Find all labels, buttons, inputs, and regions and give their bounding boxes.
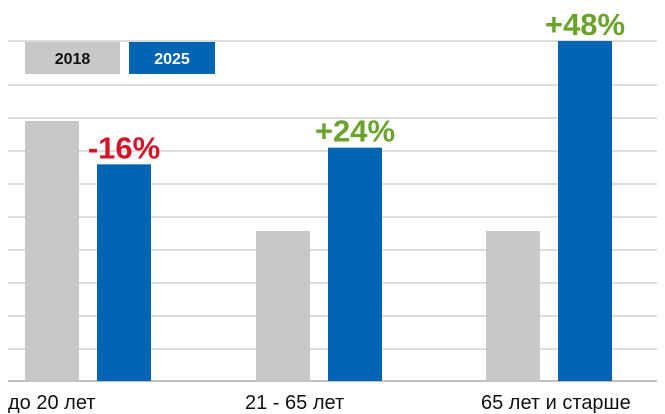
legend-label-2018: 2018: [55, 51, 91, 68]
bar-2018-2: [486, 231, 540, 381]
bars: [25, 41, 612, 381]
legend-swatch-2018: [25, 42, 120, 74]
bar-2018-0: [25, 121, 79, 381]
legend-swatch-2025: [129, 42, 215, 74]
bar-2025-2: [558, 41, 612, 381]
category-label-1: 21 - 65 лет: [245, 392, 344, 414]
bar-2025-0: [97, 164, 151, 381]
category-label-0: до 20 лет: [8, 392, 95, 414]
change-labels: -16% +24% +48%: [88, 7, 625, 165]
bar-2018-1: [256, 231, 310, 381]
legend: 2018 2025: [25, 42, 215, 74]
change-label-2: +48%: [545, 7, 625, 42]
change-label-0: -16%: [88, 130, 160, 165]
legend-label-2025: 2025: [154, 51, 190, 68]
category-label-2: 65 лет и старше: [481, 392, 631, 414]
bar-2025-1: [328, 147, 382, 381]
change-label-1: +24%: [315, 114, 395, 149]
category-labels: до 20 лет 21 - 65 лет 65 лет и старше: [8, 392, 631, 414]
